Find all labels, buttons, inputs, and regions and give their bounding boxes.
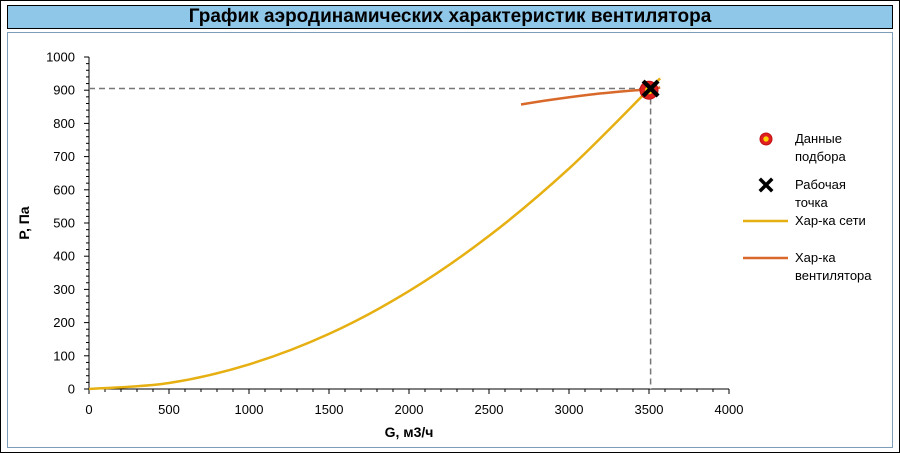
y-tick-label: 800: [53, 116, 75, 131]
legend-label: Хар-ка: [795, 250, 836, 265]
x-tick-label: 4000: [715, 402, 744, 417]
y-tick-label: 400: [53, 249, 75, 264]
x-tick-label: 1000: [235, 402, 264, 417]
y-tick-label: 600: [53, 182, 75, 197]
legend-label: подбора: [795, 149, 846, 164]
y-tick-label: 500: [53, 216, 75, 231]
series-line-network: [88, 77, 662, 391]
y-tick-label: 1000: [46, 50, 75, 65]
chart-area-border: [7, 32, 893, 448]
x-tick-label: 3000: [555, 402, 584, 417]
x-tick-label: 2500: [475, 402, 504, 417]
y-tick-label: 900: [53, 83, 75, 98]
x-tick-label: 3500: [635, 402, 664, 417]
legend-label: точка: [795, 195, 828, 210]
x-axis-title: G, м3/ч: [385, 424, 434, 440]
y-tick-label: 0: [68, 382, 75, 397]
x-tick-label: 2000: [395, 402, 424, 417]
legend-label: вентилятора: [795, 268, 872, 283]
x-tick-label: 500: [158, 402, 180, 417]
chart-title: График аэродинамических характеристик ве…: [7, 5, 893, 29]
y-tick-label: 200: [53, 315, 75, 330]
y-tick-label: 300: [53, 282, 75, 297]
legend-operating-point-marker: [758, 177, 774, 193]
y-tick-label: 700: [53, 149, 75, 164]
operating-point-marker: [641, 79, 660, 98]
x-tick-label: 0: [85, 402, 92, 417]
legend-label: Данные: [795, 131, 842, 146]
legend-label: Хар-ка сети: [795, 213, 866, 228]
y-tick-label: 100: [53, 348, 75, 363]
x-tick-label: 1500: [315, 402, 344, 417]
legend-label: Рабочая: [795, 177, 846, 192]
y-axis-title: P, Па: [16, 206, 32, 239]
series-line-fan: [520, 86, 661, 106]
legend-selection-marker-center: [763, 136, 769, 142]
